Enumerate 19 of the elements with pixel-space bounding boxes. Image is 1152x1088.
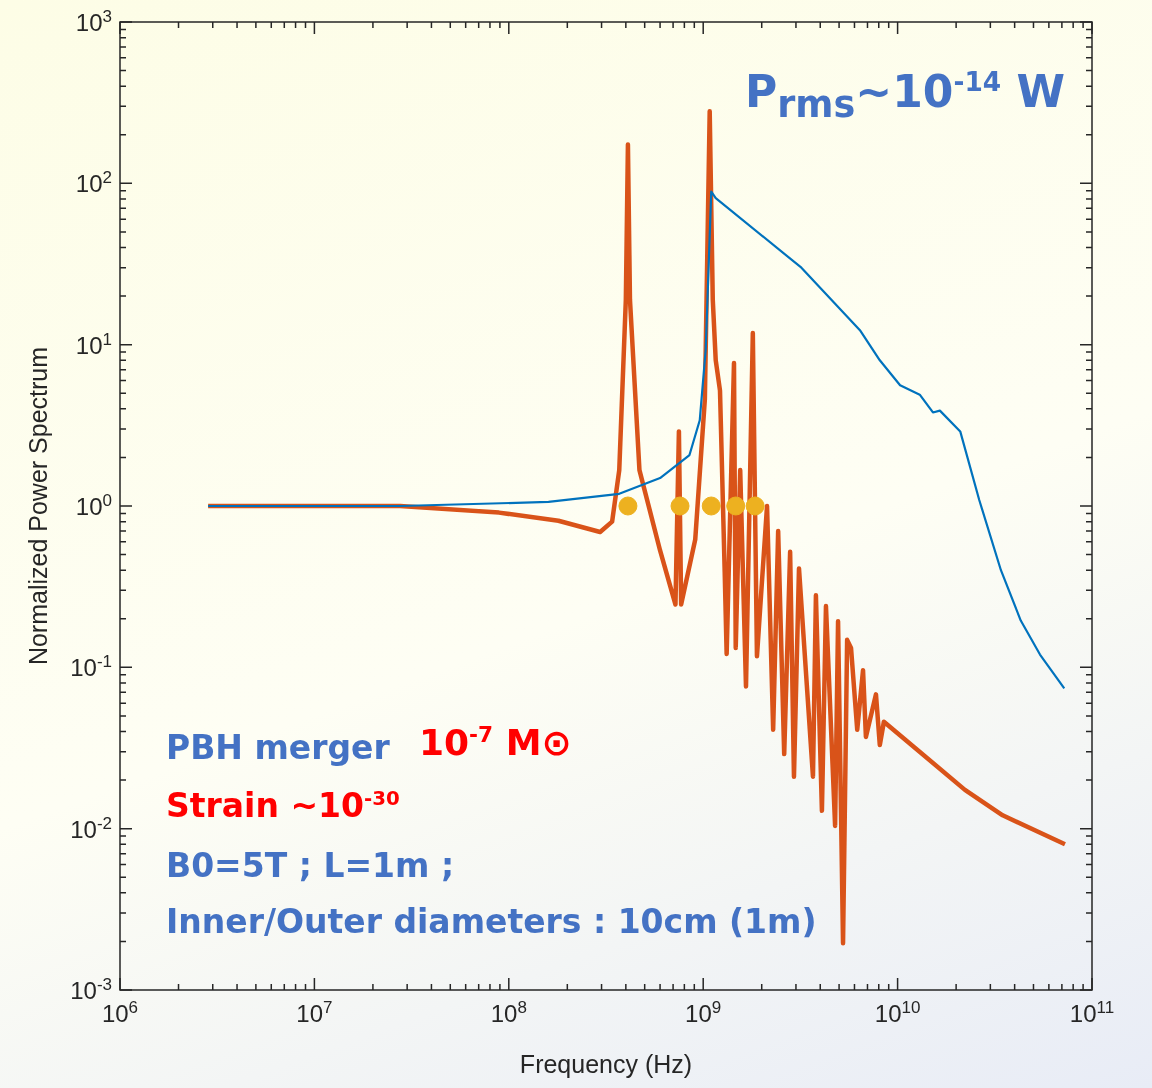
annotation: 10$^{-7}$ M⊙ (419, 722, 572, 763)
x-tick-label: 10$^{7}$ (296, 998, 333, 1028)
annotation: Inner/Outer diameters : 10cm (1m) (166, 902, 817, 941)
x-tick-label: 10$^{8}$ (490, 998, 527, 1028)
annotation: B0=5T ; L=1m ; (166, 846, 455, 885)
y-tick-label: 10$^{1}$ (75, 329, 112, 360)
annotation: PBH merger (166, 728, 390, 767)
annotation: P$_{rms}$~10$^{-14}$ W (745, 66, 1065, 126)
y-tick-label: 10$^{0}$ (75, 491, 112, 521)
y-tick-label: 10$^{3}$ (75, 7, 112, 37)
x-tick-label: 10$^{9}$ (685, 998, 722, 1028)
x-tick-label: 10$^{11}$ (1069, 998, 1115, 1028)
y-tick-label: 10$^{-2}$ (70, 813, 112, 844)
x-tick-label: 10$^{10}$ (874, 998, 921, 1028)
annotation: Strain ~10$^{-30}$ (166, 786, 400, 825)
y-tick-label: 10$^{2}$ (75, 168, 112, 199)
x-axis-title: Frequency (Hz) (519, 1050, 693, 1079)
y-axis-title: Normalized Power Spectrum (23, 346, 53, 666)
y-tick-label: 10$^{-1}$ (70, 652, 112, 683)
